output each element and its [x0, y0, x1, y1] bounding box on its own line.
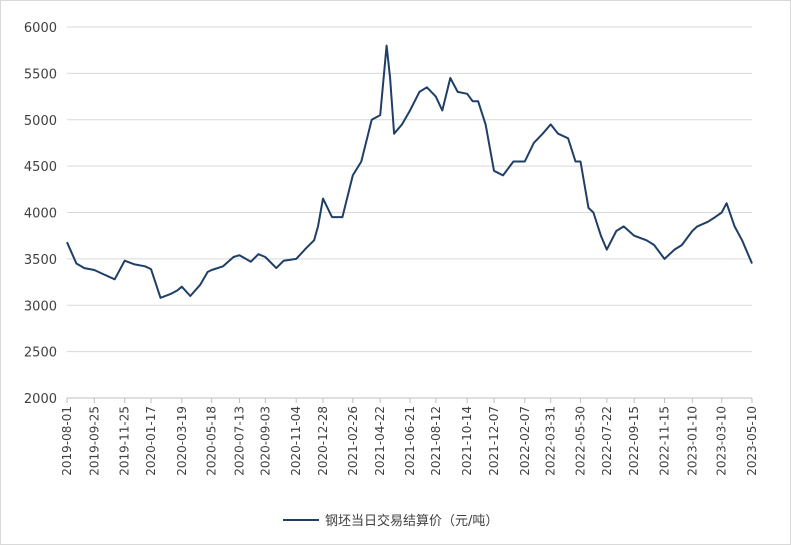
x-tick-label-2020-03-19: 2020-03-19: [175, 406, 189, 476]
series-line-0: [66, 44, 753, 299]
y-tick-label-5000: 5000: [24, 114, 57, 129]
legend-label: 钢坯当日交易结算价（元/吨）: [325, 513, 498, 529]
x-tick-label-2021-02-26: 2021-02-26: [346, 406, 360, 476]
y-tick-label-2000: 2000: [24, 392, 57, 407]
y-tick-label-4500: 4500: [24, 160, 57, 175]
x-tick-label-2022-03-31: 2022-03-31: [544, 406, 558, 476]
y-tick-label-6000: 6000: [24, 21, 57, 36]
y-tick-label-2500: 2500: [24, 346, 57, 361]
x-tick-label-2019-09-25: 2019-09-25: [87, 406, 101, 476]
x-tick-label-2020-11-04: 2020-11-04: [289, 406, 303, 476]
y-tick-label-5500: 5500: [24, 67, 57, 82]
x-tick-label-2023-03-10: 2023-03-10: [715, 406, 729, 476]
y-tick-label-3500: 3500: [24, 253, 57, 268]
x-tick-label-2022-09-15: 2022-09-15: [627, 406, 641, 476]
x-tick-label-2022-07-22: 2022-07-22: [600, 406, 614, 476]
x-tick-label-2022-02-07: 2022-02-07: [518, 406, 532, 476]
x-tick-labels: 2019-08-01 2019-09-25 2019-11-25 2020-01-17…: [60, 406, 759, 476]
x-tick-label-2019-11-25: 2019-11-25: [118, 406, 132, 476]
y-tick-label-3000: 3000: [24, 299, 57, 314]
x-tick-label-2020-07-13: 2020-07-13: [232, 406, 246, 476]
x-tick-label-2020-05-18: 2020-05-18: [205, 406, 219, 476]
x-tick-label-2021-04-22: 2021-04-22: [373, 406, 387, 476]
x-tick-label-2020-01-17: 2020-01-17: [144, 406, 158, 476]
x-tick-label-2021-10-14: 2021-10-14: [460, 406, 474, 476]
x-tick-label-2020-12-28: 2020-12-28: [316, 406, 330, 476]
x-tick-label-2020-09-03: 2020-09-03: [258, 406, 272, 476]
legend: 钢坯当日交易结算价（元/吨）: [283, 513, 498, 529]
x-tick-label-2023-05-10: 2023-05-10: [745, 406, 759, 476]
gridlines: [67, 26, 752, 353]
x-tick-label-2023-01-10: 2023-01-10: [685, 406, 699, 476]
series-lines: [66, 44, 753, 299]
x-tick-label-2022-11-15: 2022-11-15: [658, 406, 672, 476]
x-tick-label-2022-05-30: 2022-05-30: [574, 406, 588, 476]
y-tick-label-4000: 4000: [24, 207, 57, 222]
x-tick-label-2021-08-12: 2021-08-12: [429, 406, 443, 476]
axes: [66, 397, 753, 403]
y-tick-labels: 2000 2500 3000 3500 4000 4500 5000 5500 6000: [24, 21, 57, 407]
x-tick-label-2019-08-01: 2019-08-01: [60, 406, 74, 476]
x-tick-label-2021-06-21: 2021-06-21: [403, 406, 417, 476]
x-tick-label-2021-12-07: 2021-12-07: [487, 406, 501, 476]
